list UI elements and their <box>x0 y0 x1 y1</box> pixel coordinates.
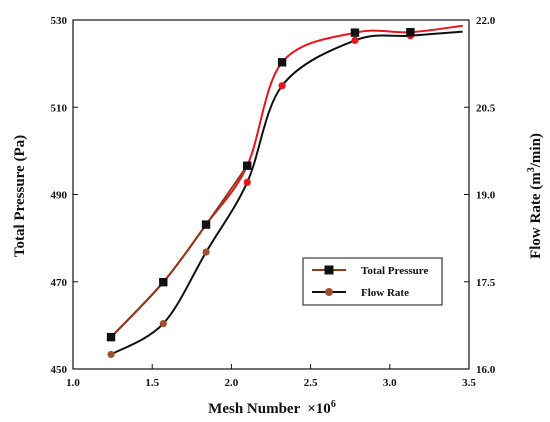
markers-layer <box>106 28 415 359</box>
y-right-tick-label: 20.5 <box>476 102 496 114</box>
y-left-tick-label: 510 <box>51 102 68 114</box>
x-tick-label: 2.5 <box>304 377 318 389</box>
y-left-tick-label: 530 <box>51 15 68 27</box>
total-pressure-point-4 <box>277 58 287 67</box>
x-tick-label: 2.0 <box>225 377 239 389</box>
legend-marker-flow-rate <box>325 288 333 296</box>
ticks-layer: 1.0 1.5 2.0 2.5 3.0 3.5 450 470 490 510 530 16.0 17.… <box>51 15 496 389</box>
y-right-axis-label-prefix: Flow Rate (m <box>528 172 544 259</box>
x-axis-scale-label: ×10 <box>307 401 331 417</box>
legend-marker-total-pressure <box>324 265 334 275</box>
y-left-tick-label: 490 <box>51 190 68 202</box>
total-pressure-point-0 <box>106 332 116 342</box>
x-tick-label: 1.0 <box>66 377 80 389</box>
y-right-tick-label: 19.0 <box>476 190 496 202</box>
flow-rate-curve <box>110 30 463 356</box>
flow-rate-point-0 <box>107 350 115 359</box>
red-marker-0 <box>243 178 251 186</box>
x-tick-label: 3.0 <box>383 377 397 389</box>
red-marker-2 <box>351 36 359 44</box>
x-axis-label: Mesh Number <box>208 401 300 417</box>
y-right-axis-label-sup: 3 <box>526 167 537 172</box>
legend-label-flow-rate: Flow Rate <box>361 287 409 299</box>
total-pressure-point-6 <box>406 28 415 37</box>
y-right-axis-title: Flow Rate (m3/min) <box>526 133 544 259</box>
legend: Total Pressure Flow Rate <box>302 257 443 306</box>
red-marker-1 <box>278 82 286 90</box>
y-left-tick-label: 450 <box>51 364 68 376</box>
y-right-tick-label: 22.0 <box>476 15 496 27</box>
flow-rate-point-2 <box>202 248 210 256</box>
legend-label-total-pressure: Total Pressure <box>361 265 428 277</box>
curves-layer <box>110 24 463 356</box>
total-pressure-point-3 <box>243 161 252 170</box>
x-axis-scale-exponent: 6 <box>331 399 336 410</box>
total-pressure-point-1 <box>159 277 168 287</box>
total-pressure-point-2 <box>201 220 211 229</box>
x-tick-label: 3.5 <box>462 377 476 389</box>
y-right-tick-label: 17.5 <box>476 277 496 289</box>
y-left-axis-title: Total Pressure (Pa) <box>12 135 28 257</box>
y-right-tick-label: 16.0 <box>476 364 496 376</box>
flow-rate-point-1 <box>159 320 167 328</box>
y-left-tick-label: 470 <box>51 277 68 289</box>
x-axis-title: Mesh Number ×106 <box>208 399 336 417</box>
total-pressure-curve-lower <box>110 165 249 338</box>
y-right-axis-label-suffix: /min) <box>528 133 544 168</box>
legend-box <box>302 257 443 306</box>
x-tick-label: 1.5 <box>145 377 159 389</box>
total-pressure-point-5 <box>350 28 360 37</box>
